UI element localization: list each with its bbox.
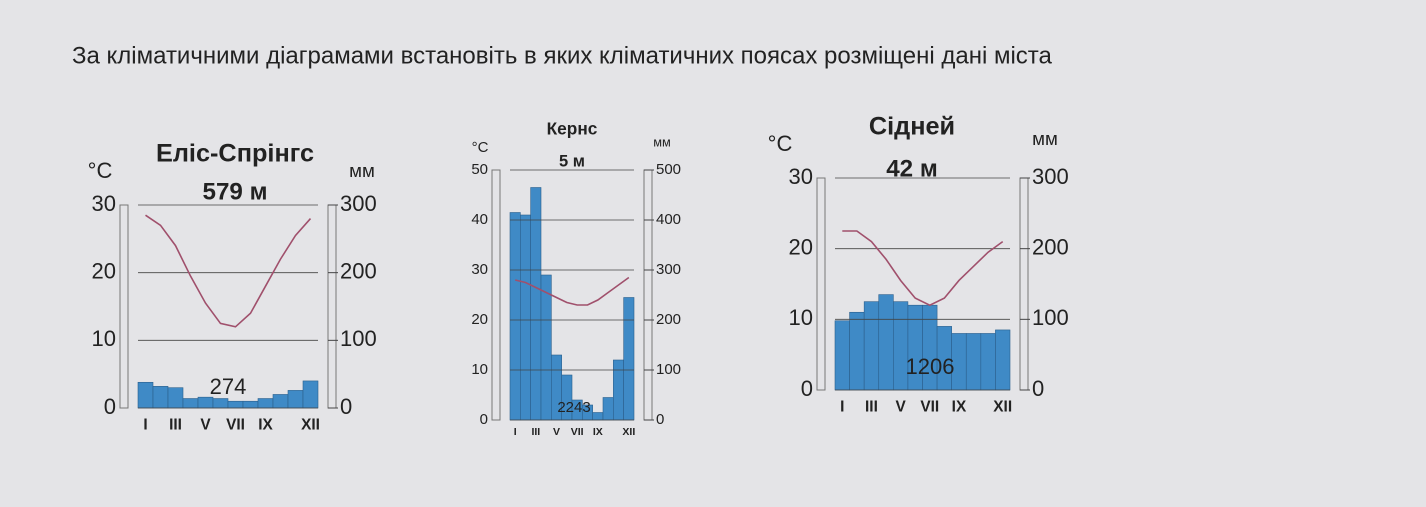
y2-axis-label: мм [653, 134, 671, 149]
chart-title: Кернс [547, 119, 598, 139]
y-tick-label: 20 [789, 234, 813, 259]
y2-tick-label: 200 [656, 311, 681, 328]
y-scale [119, 204, 129, 409]
chart-subtitle: 5 м [559, 152, 585, 170]
x-tick-label: VII [920, 399, 939, 416]
y2-tick-label: 0 [656, 411, 664, 428]
chart-title: Еліс-Спрінгс [156, 140, 314, 168]
precipitation-bar [212, 398, 229, 409]
x-tick-label: III [865, 399, 878, 416]
precipitation-bar [540, 274, 552, 421]
precipitation-bar [509, 212, 521, 421]
y2-tick-label: 0 [1032, 376, 1044, 401]
precipitation-bar [167, 387, 184, 409]
precipitation-bar [592, 412, 604, 421]
precipitation-bar [602, 397, 614, 421]
precipitation-bar [272, 394, 289, 409]
y2-tick-label: 0 [340, 394, 352, 419]
temperature-line [842, 230, 1004, 307]
y-tick-label: 30 [471, 261, 488, 278]
y-tick-label: 10 [471, 361, 488, 378]
x-tick-label: III [531, 426, 540, 438]
y2-tick-label: 500 [656, 161, 681, 178]
y2-tick-label: 100 [656, 361, 681, 378]
precipitation-bar [137, 381, 154, 409]
precipitation-bar [849, 311, 865, 391]
precipitation-bar [302, 380, 319, 409]
x-tick-label: I [514, 426, 517, 438]
precipitation-bar [257, 398, 274, 409]
y2-tick-label: 200 [1032, 234, 1069, 259]
y-axis-label: °C [88, 158, 113, 183]
y-tick-label: 10 [92, 326, 116, 351]
y-tick-label: 20 [92, 258, 116, 283]
temperature-line [514, 276, 630, 306]
precipitation-bar [152, 386, 169, 409]
x-tick-label: III [169, 417, 182, 434]
precipitation-bar [530, 187, 542, 421]
y2-tick-label: 300 [656, 261, 681, 278]
precipitation-bar [227, 400, 244, 409]
y2-tick-label: 300 [340, 191, 377, 216]
y-axis-label: °C [472, 139, 489, 156]
precipitation-bar [834, 320, 850, 391]
y2-tick-label: 300 [1032, 164, 1069, 189]
precipitation-bar [623, 297, 635, 421]
y-tick-label: 40 [471, 211, 488, 228]
precipitation-bar [182, 398, 199, 409]
x-tick-label: I [143, 417, 147, 434]
y2-axis-label: мм [349, 160, 375, 181]
annual-precipitation: 1206 [906, 354, 955, 379]
annual-precipitation: 2243 [557, 399, 590, 416]
y-tick-label: 30 [789, 164, 813, 189]
instruction: За кліматичними діаграмами встановіть в … [72, 42, 1053, 69]
y-tick-label: 50 [471, 161, 488, 178]
temperature-line [145, 214, 312, 328]
y-scale [816, 177, 826, 391]
y-tick-label: 20 [471, 311, 488, 328]
y2-scale [1019, 177, 1029, 391]
y-tick-label: 0 [801, 376, 813, 401]
y-tick-label: 0 [104, 394, 116, 419]
x-tick-label: IX [593, 426, 603, 438]
annual-precipitation: 274 [210, 374, 247, 399]
x-tick-label: V [895, 399, 906, 416]
x-tick-label: IX [952, 399, 967, 416]
precipitation-bar [863, 301, 880, 391]
precipitation-bar [613, 359, 624, 421]
precipitation-bar [965, 333, 982, 391]
x-tick-label: XII [301, 417, 320, 434]
x-tick-label: V [200, 417, 211, 434]
y2-axis-label: мм [1032, 128, 1058, 149]
x-tick-label: XII [993, 399, 1012, 416]
precipitation-bar [520, 214, 531, 421]
precipitation-bar [287, 390, 304, 409]
y-tick-label: 0 [480, 411, 488, 428]
y-tick-label: 10 [789, 305, 813, 330]
y2-scale [643, 169, 653, 421]
precipitation-bar [980, 333, 996, 391]
y2-tick-label: 100 [340, 326, 377, 351]
x-tick-label: XII [622, 426, 635, 438]
y2-scale [327, 204, 337, 409]
precipitation-bar [242, 400, 259, 409]
x-tick-label: V [553, 426, 560, 438]
precipitation-bar [878, 294, 894, 391]
chart-title: Сідней [869, 113, 955, 141]
y2-tick-label: 100 [1032, 305, 1069, 330]
chart-subtitle: 579 м [203, 178, 268, 205]
y2-tick-label: 400 [656, 211, 681, 228]
y-tick-label: 30 [92, 191, 116, 216]
y-scale [491, 169, 501, 421]
y-axis-label: °C [768, 131, 793, 156]
x-tick-label: I [840, 399, 844, 416]
x-tick-label: VII [571, 426, 584, 438]
x-tick-label: VII [226, 417, 245, 434]
x-tick-label: IX [258, 417, 273, 434]
y2-tick-label: 200 [340, 258, 377, 283]
precipitation-bar [995, 329, 1011, 391]
